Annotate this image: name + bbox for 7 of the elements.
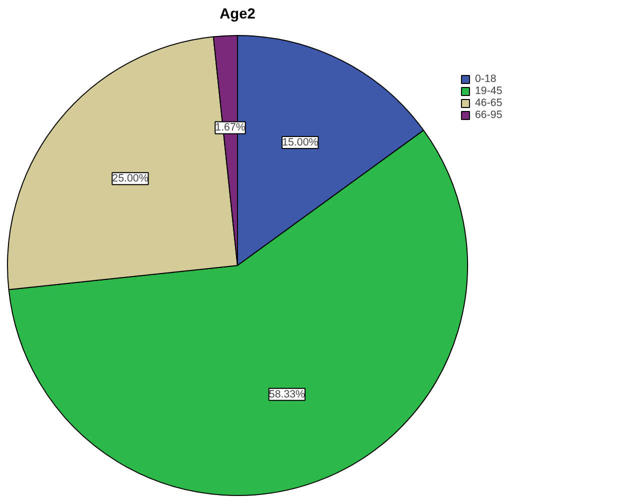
data-label: 1.67%: [215, 122, 246, 134]
legend-label: 46-65: [475, 97, 502, 109]
chart-title: Age2: [220, 6, 256, 22]
data-label: 25.00%: [112, 172, 149, 185]
legend-label: 19-45: [475, 85, 502, 97]
legend-label: 66-95: [475, 109, 502, 121]
legend-label: 0-18: [475, 73, 496, 85]
